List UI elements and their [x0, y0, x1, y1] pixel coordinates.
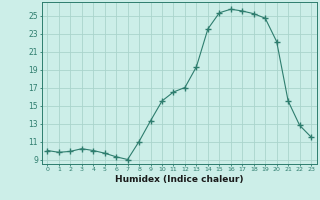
X-axis label: Humidex (Indice chaleur): Humidex (Indice chaleur): [115, 175, 244, 184]
